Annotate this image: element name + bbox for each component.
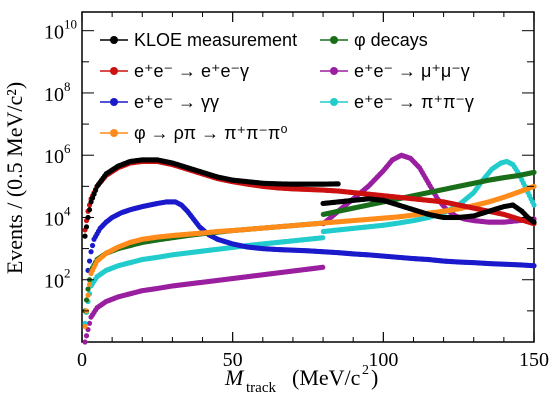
svg-text:8: 8	[64, 79, 71, 94]
legend-item: φ → ρπ → π⁺π⁻π⁰	[100, 123, 288, 143]
legend-label: φ decays	[354, 30, 428, 50]
legend-item: e⁺e⁻ → γγ	[100, 92, 219, 112]
x-label-unit-sup: 2	[362, 363, 369, 378]
svg-text:10: 10	[44, 271, 64, 293]
svg-text:10: 10	[64, 17, 77, 32]
data-point	[531, 263, 537, 269]
legend-item: φ decays	[320, 30, 428, 50]
svg-text:10: 10	[44, 146, 64, 168]
x-axis-label: M track (MeV/c 2 )	[224, 363, 378, 394]
y-tick-label: 10 6	[44, 141, 71, 168]
series-layer	[82, 152, 537, 345]
series-gg	[85, 199, 537, 273]
data-point	[83, 224, 90, 230]
data-point	[320, 235, 326, 241]
data-point	[85, 292, 91, 298]
legend-label: e⁺e⁻ → e⁺e⁻γ	[134, 61, 249, 81]
x-tick-label: 0	[77, 349, 87, 371]
data-point	[320, 264, 326, 270]
y-tick-label: 10 8	[44, 79, 71, 106]
y-tick-label: 10 10	[44, 17, 77, 44]
y-tick-label: 10 4	[44, 203, 71, 230]
data-point	[89, 242, 96, 249]
legend-label: φ → ρπ → π⁺π⁻π⁰	[134, 123, 288, 143]
legend-marker	[110, 36, 118, 44]
svg-text:10: 10	[44, 84, 64, 106]
legend-label: e⁺e⁻ → μ⁺μ⁻γ	[354, 61, 470, 81]
series-phi_rhopi	[82, 183, 537, 330]
svg-text:2: 2	[64, 266, 71, 281]
data-point	[85, 286, 91, 292]
legend-marker	[330, 98, 338, 106]
legend-marker	[110, 129, 118, 137]
data-point	[531, 202, 537, 208]
legend-marker	[330, 36, 338, 44]
legend: KLOE measurement φ decays e⁺e⁻ → e⁺e⁻γ e⁺e⁻…	[100, 30, 474, 143]
x-label-main: M	[224, 365, 245, 390]
series-ee_pipig	[82, 158, 537, 326]
plot-frame	[81, 11, 535, 343]
data-point	[86, 258, 93, 264]
x-tick-label: 50	[223, 349, 243, 371]
data-point	[86, 281, 93, 288]
svg-text:10: 10	[44, 208, 64, 230]
legend-marker	[330, 67, 338, 75]
legend-label: e⁺e⁻ → γγ	[134, 92, 219, 112]
data-point	[82, 233, 88, 239]
legend-label: e⁺e⁻ → π⁺π⁻γ	[354, 92, 474, 112]
x-tick-label: 150	[519, 349, 549, 371]
y-axis-label: Events / (0.5 MeV/c²)	[2, 82, 27, 274]
data-point	[86, 207, 93, 213]
legend-marker	[110, 98, 118, 106]
series-kloe	[82, 157, 341, 239]
svg-text:4: 4	[64, 203, 71, 218]
x-label-unit-close: )	[371, 365, 378, 390]
x-label-unit: (MeV/c	[292, 365, 361, 390]
data-point	[83, 297, 90, 303]
data-point	[531, 169, 537, 175]
svg-text:6: 6	[64, 141, 71, 156]
legend-item: e⁺e⁻ → π⁺π⁻γ	[320, 92, 474, 112]
x-label-sub: track	[246, 380, 276, 394]
data-point	[86, 320, 93, 326]
legend-marker	[110, 67, 118, 75]
legend-item: e⁺e⁻ → μ⁺μ⁻γ	[320, 61, 470, 81]
legend-item: e⁺e⁻ → e⁺e⁻γ	[100, 61, 249, 81]
legend-label: KLOE measurement	[134, 30, 297, 50]
data-point	[531, 219, 537, 225]
data-point	[82, 323, 88, 330]
x-tick-label: 100	[368, 349, 398, 371]
svg-text:10: 10	[44, 22, 64, 44]
data-point	[88, 249, 94, 255]
data-point	[83, 333, 90, 339]
data-point	[335, 181, 341, 187]
y-tick-label: 10 2	[44, 266, 71, 293]
legend-item: KLOE measurement	[100, 30, 297, 50]
data-point	[82, 339, 88, 345]
